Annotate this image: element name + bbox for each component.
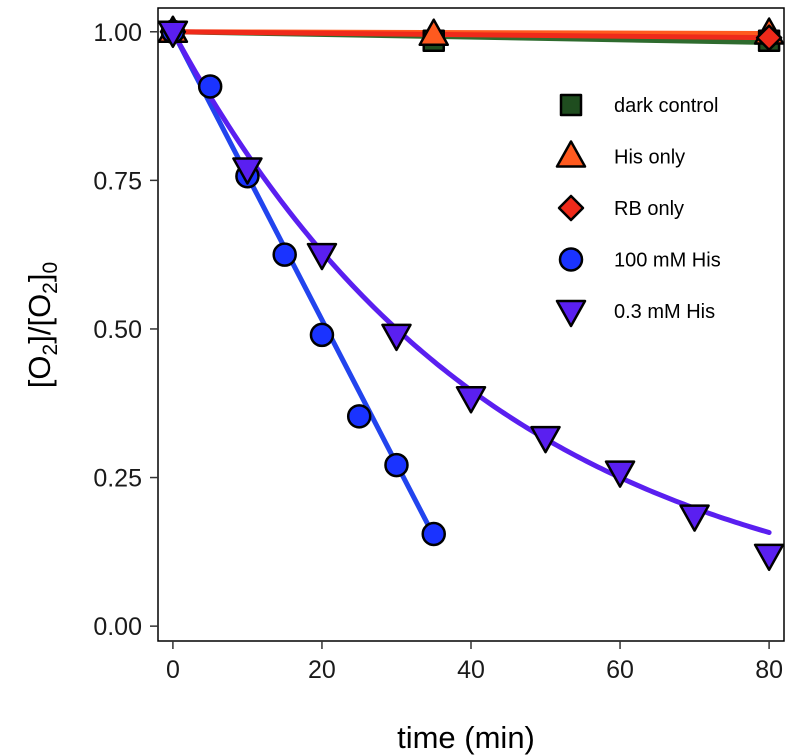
data-point-his-only: [418, 18, 449, 46]
y-axis-title-subscript: 2: [39, 344, 62, 356]
legend-label-dark-control: dark control: [614, 95, 719, 117]
x-axis-title: time (min): [397, 720, 535, 755]
x-tick-label: 60: [606, 656, 634, 684]
y-tick-label: 0.50: [93, 316, 142, 344]
data-point-0-3-mm-his: [604, 460, 636, 488]
axis-ticks: 0 20 40 60 80 0.00 0.25 0.50 0.75 1.00: [93, 19, 783, 684]
plot-area: [157, 7, 785, 642]
data-point-100-mm-his: [272, 242, 297, 267]
data-point-0-3-mm-his: [530, 425, 561, 454]
data-point-100-mm-his: [346, 404, 372, 429]
y-tick-label: 1.00: [93, 19, 142, 47]
data-point-0-3-mm-his: [381, 323, 412, 352]
legend-label-0-3-mm-his: 0.3 mM His: [614, 301, 715, 323]
fit-line-rb-only: [170, 29, 772, 41]
legend-marker-his-only: [555, 140, 587, 168]
data-point-0-3-mm-his: [679, 504, 710, 532]
fit-line-100-mm-his: [170, 29, 437, 539]
legend-label-100-mm-his: 100 mM His: [614, 250, 721, 272]
legend-label-rb-only: RB only: [614, 198, 684, 220]
legend-marker-0-3-mm-his: [555, 299, 587, 328]
data-markers: [157, 15, 785, 572]
y-axis-title: [O2]/[O2]0: [22, 262, 62, 388]
data-point-0-3-mm-his: [753, 543, 785, 572]
y-axis-title-part: [O: [22, 355, 57, 388]
data-point-100-mm-his: [309, 322, 335, 348]
x-tick-label: 0: [166, 656, 180, 684]
y-tick-label: 0.25: [93, 465, 142, 493]
legend-marker-rb-only: [557, 194, 585, 222]
legend: dark control His only RB only 100 mM His 0.3…: [555, 93, 721, 328]
legend-marker-dark-control: [559, 93, 583, 117]
legend-label-his-only: His only: [614, 147, 685, 169]
y-axis-title-subscript: 0: [39, 262, 62, 274]
x-tick-label: 20: [308, 656, 336, 684]
y-tick-label: 0.00: [93, 613, 142, 641]
data-point-rb-only: [755, 24, 783, 51]
y-axis-title-part: ]: [22, 274, 57, 283]
data-point-100-mm-his: [197, 74, 223, 99]
data-point-0-3-mm-his: [455, 386, 487, 414]
legend-marker-100-mm-his: [558, 247, 584, 272]
y-axis-title-subscript: 2: [39, 282, 62, 294]
data-point-100-mm-his: [384, 452, 409, 478]
data-point-0-3-mm-his: [232, 157, 263, 185]
data-point-0-3-mm-his: [306, 242, 338, 271]
data-point-0-3-mm-his: [157, 20, 189, 49]
x-tick-label: 80: [755, 656, 783, 684]
y-axis-title-part: ]/[O: [22, 294, 57, 344]
x-tick-label: 40: [457, 656, 485, 684]
data-point-100-mm-his: [421, 521, 446, 547]
y-tick-label: 0.75: [93, 167, 142, 195]
